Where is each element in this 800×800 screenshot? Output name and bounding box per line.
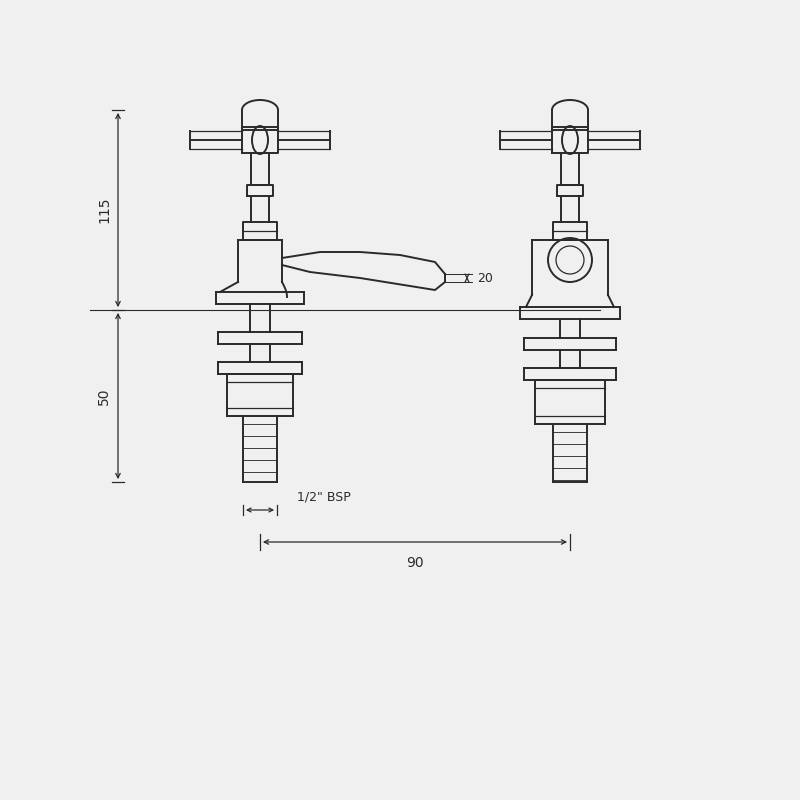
Text: 20: 20 [477,271,493,285]
Text: 1/2" BSP: 1/2" BSP [297,491,350,504]
Text: 50: 50 [97,387,111,405]
Text: 90: 90 [406,556,424,570]
Text: 115: 115 [97,197,111,223]
